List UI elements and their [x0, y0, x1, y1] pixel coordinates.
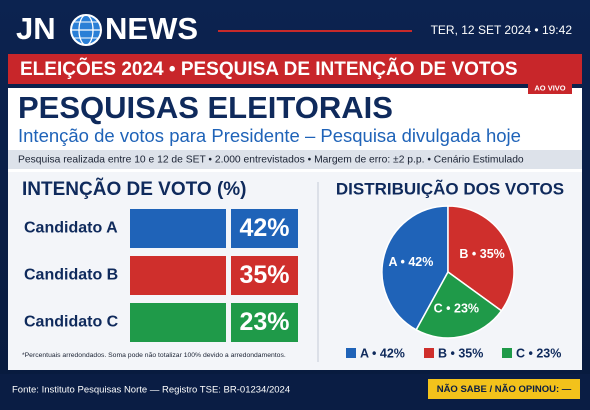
legend-swatch	[424, 348, 434, 358]
value-box	[231, 303, 298, 342]
source: Fonte: Instituto Pesquisas Norte — Regis…	[12, 385, 290, 396]
legend-swatch	[502, 348, 512, 358]
datetime: TER, 12 SET 2024 • 19:42	[431, 23, 573, 37]
bar	[130, 256, 226, 295]
globe-icon	[70, 14, 102, 46]
live-tag	[528, 82, 572, 94]
legend-label: A • 42%	[360, 346, 405, 360]
pie-slice	[447, 205, 515, 312]
value-box	[231, 256, 298, 295]
value-box	[231, 209, 298, 248]
title: PESQUISAS ELEITORAIS	[18, 90, 393, 125]
note: *Percentuais arredondados. Soma pode não…	[22, 352, 286, 359]
bar	[130, 209, 226, 248]
logo-right: NEWS	[105, 11, 198, 46]
value-label: 42%	[239, 214, 289, 242]
legend-label: C • 23%	[516, 346, 561, 360]
pie-slice	[381, 205, 449, 331]
live-label: AO VIVO	[534, 83, 565, 92]
slice-label: C • 23%	[434, 302, 479, 316]
info: Pesquisa realizada entre 10 e 12 de SET …	[18, 155, 524, 166]
bar	[130, 303, 226, 342]
pie-title: DISTRIBUIÇÃO DOS VOTOS	[336, 178, 564, 198]
info-strip	[8, 150, 582, 169]
banner: ELEIÇÕES 2024 • PESQUISA DE INTENÇÃO DE …	[20, 58, 518, 80]
legend-swatch	[346, 348, 356, 358]
undecided-box	[428, 379, 580, 399]
slice-label: A • 42%	[388, 255, 433, 269]
subtitle: Intenção de votos para Presidente – Pesq…	[18, 125, 521, 146]
slice-label: B • 35%	[459, 247, 504, 261]
value-label: 23%	[239, 308, 289, 336]
banner-bg	[8, 54, 582, 84]
legend-label: B • 35%	[438, 346, 483, 360]
candidate-name: Candidato A	[24, 220, 118, 237]
bar-title: INTENÇÃO DE VOTO (%)	[22, 178, 247, 200]
candidate-name: Candidato C	[24, 314, 119, 331]
candidate-name: Candidato B	[24, 267, 118, 284]
logo-left: JN	[16, 11, 56, 46]
value-label: 35%	[239, 261, 289, 289]
pie-slice	[415, 270, 503, 339]
undecided: NÃO SABE / NÃO OPINOU: —	[437, 384, 572, 395]
